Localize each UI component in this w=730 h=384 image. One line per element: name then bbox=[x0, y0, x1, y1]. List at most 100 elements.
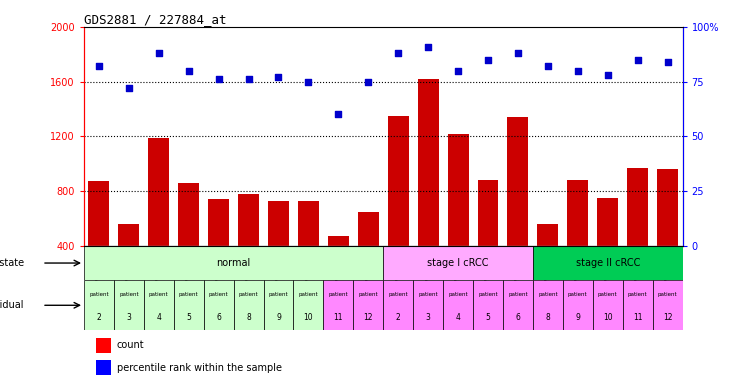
Point bbox=[572, 68, 584, 74]
Text: 2: 2 bbox=[96, 313, 101, 322]
Text: patient: patient bbox=[179, 292, 199, 297]
Point bbox=[242, 76, 255, 83]
Point bbox=[422, 43, 434, 50]
Bar bbox=[238, 194, 259, 300]
Text: 12: 12 bbox=[364, 313, 373, 322]
Text: patient: patient bbox=[538, 292, 558, 297]
Bar bbox=[383, 246, 533, 280]
Text: 9: 9 bbox=[276, 313, 281, 322]
Text: patient: patient bbox=[448, 292, 468, 297]
Text: 11: 11 bbox=[633, 313, 642, 322]
Bar bbox=[503, 280, 533, 330]
Text: patient: patient bbox=[358, 292, 378, 297]
Bar bbox=[477, 180, 499, 300]
Text: 8: 8 bbox=[545, 313, 550, 322]
Text: individual: individual bbox=[0, 300, 24, 310]
Text: 3: 3 bbox=[126, 313, 131, 322]
Bar bbox=[623, 280, 653, 330]
Bar bbox=[388, 116, 409, 300]
Text: 10: 10 bbox=[603, 313, 612, 322]
Text: patient: patient bbox=[119, 292, 139, 297]
Bar bbox=[537, 224, 558, 300]
Bar bbox=[268, 200, 289, 300]
Bar bbox=[118, 224, 139, 300]
Text: stage I cRCC: stage I cRCC bbox=[427, 258, 489, 268]
Text: percentile rank within the sample: percentile rank within the sample bbox=[117, 362, 282, 373]
Point bbox=[631, 56, 644, 63]
Bar bbox=[96, 360, 111, 375]
Text: patient: patient bbox=[418, 292, 438, 297]
Text: patient: patient bbox=[239, 292, 258, 297]
Text: 6: 6 bbox=[515, 313, 520, 322]
Bar bbox=[413, 280, 443, 330]
Bar bbox=[114, 280, 144, 330]
Point bbox=[602, 72, 613, 78]
Text: 5: 5 bbox=[186, 313, 191, 322]
Bar bbox=[593, 280, 623, 330]
Bar bbox=[447, 134, 469, 300]
Bar bbox=[533, 246, 683, 280]
Point bbox=[93, 63, 105, 70]
Bar bbox=[563, 280, 593, 330]
Bar bbox=[178, 183, 199, 300]
Bar bbox=[627, 168, 648, 300]
Point bbox=[213, 76, 225, 83]
Text: patient: patient bbox=[269, 292, 288, 297]
Point bbox=[153, 50, 165, 56]
Text: stage II cRCC: stage II cRCC bbox=[575, 258, 640, 268]
Text: patient: patient bbox=[568, 292, 588, 297]
Bar bbox=[88, 182, 110, 300]
Bar bbox=[507, 117, 529, 300]
Bar bbox=[144, 280, 174, 330]
Text: 5: 5 bbox=[485, 313, 491, 322]
Text: disease state: disease state bbox=[0, 258, 24, 268]
Text: normal: normal bbox=[217, 258, 250, 268]
Text: GDS2881 / 227884_at: GDS2881 / 227884_at bbox=[84, 13, 226, 26]
Bar bbox=[264, 280, 293, 330]
Text: patient: patient bbox=[478, 292, 498, 297]
Point bbox=[393, 50, 404, 56]
Point bbox=[453, 68, 464, 74]
Point bbox=[333, 111, 345, 118]
Bar bbox=[208, 199, 229, 300]
Bar bbox=[657, 169, 678, 300]
Bar bbox=[293, 280, 323, 330]
Text: 2: 2 bbox=[396, 313, 401, 322]
Bar bbox=[533, 280, 563, 330]
Bar bbox=[567, 180, 588, 300]
Text: 6: 6 bbox=[216, 313, 221, 322]
Point bbox=[483, 56, 494, 63]
Bar bbox=[353, 280, 383, 330]
Bar bbox=[443, 280, 473, 330]
Point bbox=[363, 79, 374, 85]
Point bbox=[182, 68, 194, 74]
Bar bbox=[298, 200, 319, 300]
Text: 10: 10 bbox=[304, 313, 313, 322]
Text: 4: 4 bbox=[156, 313, 161, 322]
Point bbox=[303, 79, 315, 85]
Text: patient: patient bbox=[658, 292, 677, 297]
Bar bbox=[653, 280, 683, 330]
Text: patient: patient bbox=[328, 292, 348, 297]
Bar bbox=[328, 236, 349, 300]
Bar bbox=[84, 280, 114, 330]
Text: patient: patient bbox=[508, 292, 528, 297]
Text: patient: patient bbox=[299, 292, 318, 297]
Bar bbox=[84, 246, 383, 280]
Bar bbox=[96, 338, 111, 353]
Text: patient: patient bbox=[628, 292, 648, 297]
Text: 12: 12 bbox=[663, 313, 672, 322]
Text: count: count bbox=[117, 340, 145, 350]
Point bbox=[273, 74, 285, 80]
Bar bbox=[323, 280, 353, 330]
Bar bbox=[597, 198, 618, 300]
Text: patient: patient bbox=[209, 292, 228, 297]
Bar bbox=[418, 79, 439, 300]
Text: 11: 11 bbox=[334, 313, 343, 322]
Text: patient: patient bbox=[149, 292, 169, 297]
Text: patient: patient bbox=[598, 292, 618, 297]
Bar bbox=[383, 280, 413, 330]
Bar bbox=[358, 212, 379, 300]
Point bbox=[542, 63, 554, 70]
Point bbox=[662, 59, 674, 65]
